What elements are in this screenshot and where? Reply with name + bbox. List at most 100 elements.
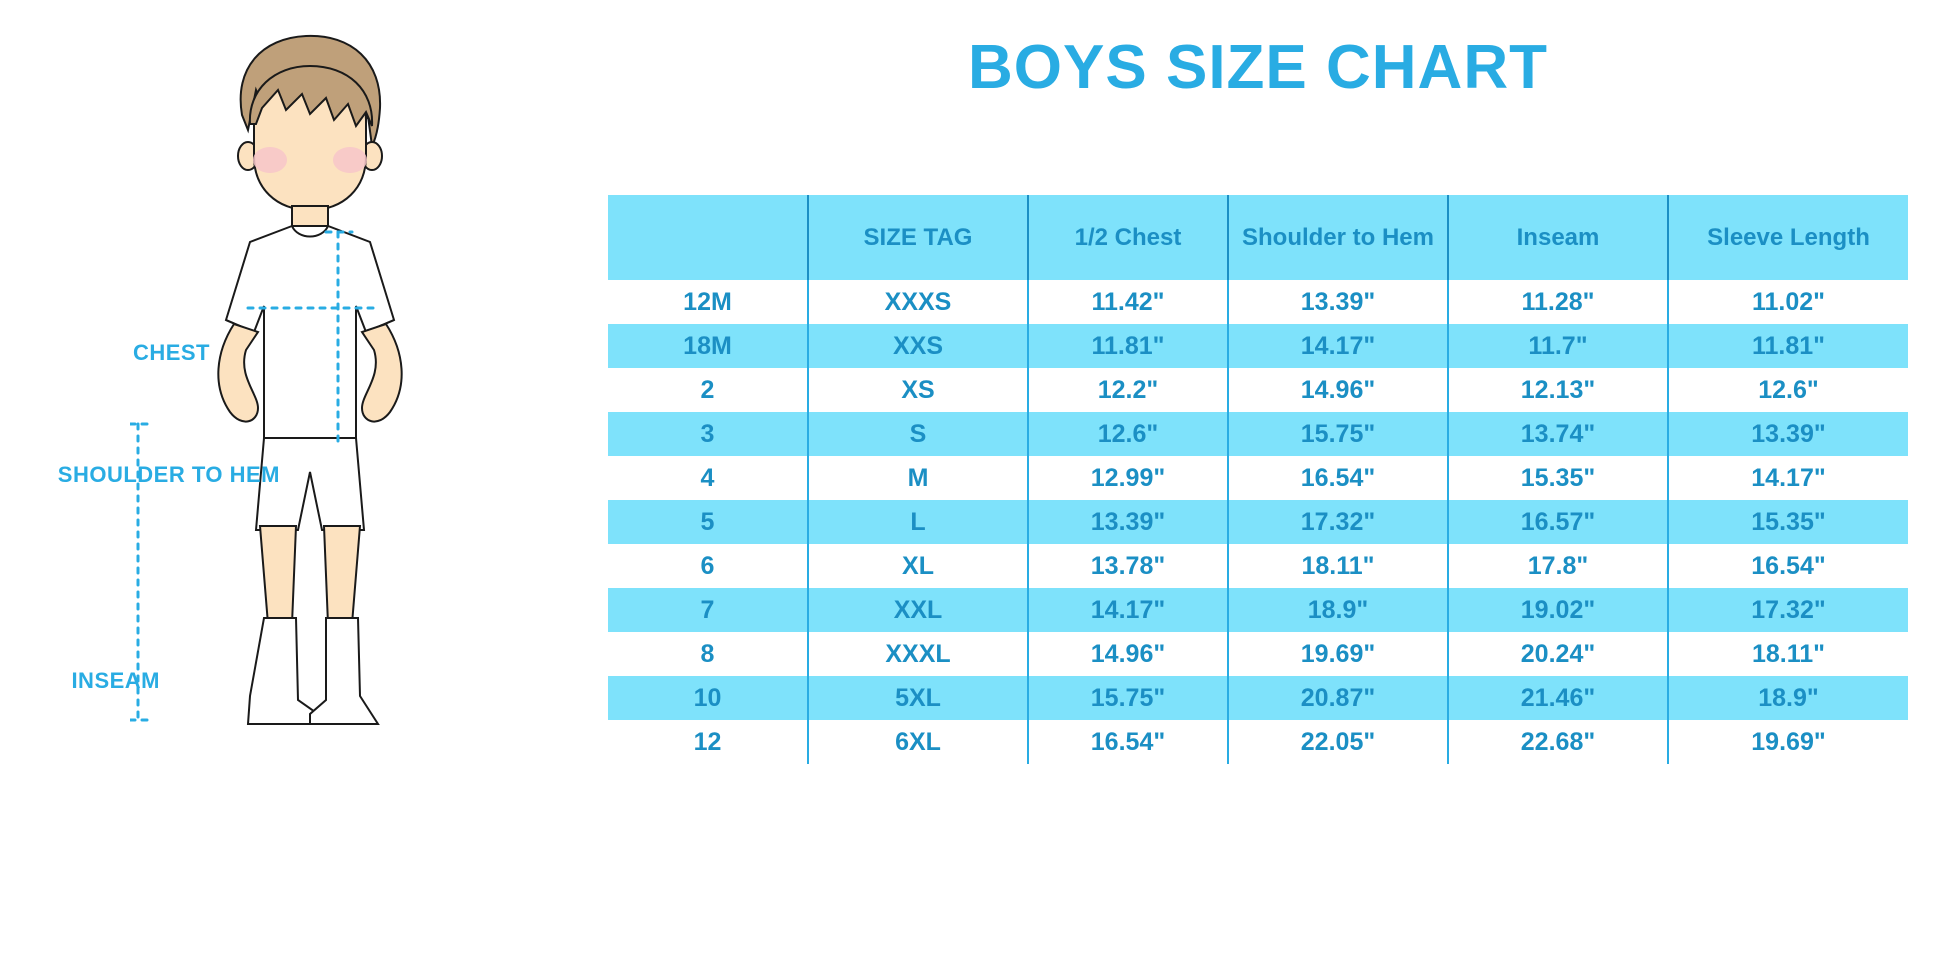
- table-cell: 6XL: [807, 720, 1028, 764]
- size-chart-table-body: 12M XXXS 11.42" 13.39" 11.28" 11.02" 18M XXS 11.…: [608, 280, 1908, 764]
- blush-left: [253, 147, 287, 173]
- cell-size: 8: [608, 632, 808, 676]
- cell-size: 2: [608, 368, 808, 412]
- table-cell: 14.17": [1027, 588, 1228, 632]
- cell-size: 3: [608, 412, 808, 456]
- table-row: 2 XS 12.2" 14.96" 12.13" 12.6": [608, 368, 1908, 412]
- cell-size: 5: [608, 500, 808, 544]
- cell-size: 7: [608, 588, 808, 632]
- table-cell: 12.6": [1027, 412, 1228, 456]
- table-cell: 16.54": [1027, 720, 1228, 764]
- table-row: 5 L 13.39" 17.32" 16.57" 15.35": [608, 500, 1908, 544]
- table-cell: 21.46": [1447, 676, 1668, 720]
- boy-illustration-panel: CHEST SHOULDER TO HEM INSEAM: [0, 0, 600, 973]
- size-chart-table-container: SIZE TAG 1/2 Chest Shoulder to Hem Insea…: [608, 195, 1908, 764]
- table-header-row: SIZE TAG 1/2 Chest Shoulder to Hem Insea…: [608, 195, 1908, 280]
- table-cell: 19.02": [1447, 588, 1668, 632]
- leg-right: [322, 525, 362, 625]
- table-cell: 18.9": [1667, 676, 1908, 720]
- table-cell: XXL: [807, 588, 1028, 632]
- table-cell: 11.42": [1027, 280, 1228, 324]
- measure-label-chest: CHEST: [132, 340, 210, 365]
- column-header-size: [608, 195, 808, 280]
- table-cell: 5XL: [807, 676, 1028, 720]
- table-cell: 13.39": [1027, 500, 1228, 544]
- table-cell: 16.54": [1667, 544, 1908, 588]
- table-cell: XXXS: [807, 280, 1028, 324]
- table-cell: 19.69": [1667, 720, 1908, 764]
- cell-size: 6: [608, 544, 808, 588]
- table-cell: XL: [807, 544, 1028, 588]
- table-cell: 20.24": [1447, 632, 1668, 676]
- table-cell: 12.99": [1027, 456, 1228, 500]
- table-cell: 19.69": [1227, 632, 1448, 676]
- table-cell: 22.68": [1447, 720, 1668, 764]
- column-header-half-chest: 1/2 Chest: [1027, 195, 1228, 280]
- cell-size: 18M: [608, 324, 808, 368]
- table-cell: 14.96": [1227, 368, 1448, 412]
- table-row: 7 XXL 14.17" 18.9" 19.02" 17.32": [608, 588, 1908, 632]
- arm-left: [217, 322, 260, 423]
- table-cell: 18.11": [1667, 632, 1908, 676]
- boot-left: [246, 617, 319, 725]
- table-cell: 14.96": [1027, 632, 1228, 676]
- table-row: 12M XXXS 11.42" 13.39" 11.28" 11.02": [608, 280, 1908, 324]
- table-cell: 17.8": [1447, 544, 1668, 588]
- table-cell: 11.28": [1447, 280, 1668, 324]
- table-cell: 15.75": [1227, 412, 1448, 456]
- table-cell: 13.39": [1667, 412, 1908, 456]
- table-cell: 14.17": [1667, 456, 1908, 500]
- table-cell: XXS: [807, 324, 1028, 368]
- cell-size: 4: [608, 456, 808, 500]
- size-chart-table: SIZE TAG 1/2 Chest Shoulder to Hem Insea…: [608, 195, 1908, 764]
- table-cell: 17.32": [1227, 500, 1448, 544]
- table-cell: XS: [807, 368, 1028, 412]
- table-cell: 13.74": [1447, 412, 1668, 456]
- table-cell: M: [807, 456, 1028, 500]
- table-cell: 17.32": [1667, 588, 1908, 632]
- table-cell: 15.35": [1447, 456, 1668, 500]
- table-cell: XXXL: [807, 632, 1028, 676]
- page-title: BOYS SIZE CHART: [968, 33, 1548, 102]
- table-row: 18M XXS 11.81" 14.17" 11.7" 11.81": [608, 324, 1908, 368]
- column-header-inseam: Inseam: [1447, 195, 1668, 280]
- table-cell: 14.17": [1227, 324, 1448, 368]
- tshirt-collar: [291, 225, 329, 238]
- table-cell: 20.87": [1227, 676, 1448, 720]
- table-cell: 11.02": [1667, 280, 1908, 324]
- column-header-size-tag: SIZE TAG: [807, 195, 1028, 280]
- table-row: 3 S 12.6" 15.75" 13.74" 13.39": [608, 412, 1908, 456]
- table-cell: 18.11": [1227, 544, 1448, 588]
- table-cell: S: [807, 412, 1028, 456]
- table-cell: 11.81": [1027, 324, 1228, 368]
- table-cell: L: [807, 500, 1028, 544]
- column-header-sleeve-length: Sleeve Length: [1667, 195, 1908, 280]
- measure-label-shoulder-to-hem: SHOULDER TO HEM: [57, 462, 280, 487]
- leg-left: [258, 525, 298, 625]
- table-cell: 12.6": [1667, 368, 1908, 412]
- boot-right: [309, 617, 380, 725]
- table-cell: 16.57": [1447, 500, 1668, 544]
- table-cell: 11.81": [1667, 324, 1908, 368]
- cell-size: 12: [608, 720, 808, 764]
- table-cell: 15.35": [1667, 500, 1908, 544]
- cell-size: 12M: [608, 280, 808, 324]
- table-row: 10 5XL 15.75" 20.87" 21.46" 18.9": [608, 676, 1908, 720]
- cell-size: 10: [608, 676, 808, 720]
- table-cell: 13.39": [1227, 280, 1448, 324]
- boy-figure: [130, 34, 403, 725]
- blush-right: [333, 147, 367, 173]
- column-header-shoulder-hem: Shoulder to Hem: [1227, 195, 1448, 280]
- table-cell: 22.05": [1227, 720, 1448, 764]
- hair-fringe-icon: [248, 64, 374, 129]
- table-cell: 15.75": [1027, 676, 1228, 720]
- table-row: 8 XXXL 14.96" 19.69" 20.24" 18.11": [608, 632, 1908, 676]
- arm-right: [360, 322, 403, 423]
- table-row: 12 6XL 16.54" 22.05" 22.68" 19.69": [608, 720, 1908, 764]
- measure-label-inseam: INSEAM: [71, 668, 160, 693]
- table-row: 4 M 12.99" 16.54" 15.35" 14.17": [608, 456, 1908, 500]
- table-row: 6 XL 13.78" 18.11" 17.8" 16.54": [608, 544, 1908, 588]
- table-cell: 18.9": [1227, 588, 1448, 632]
- table-cell: 12.2": [1027, 368, 1228, 412]
